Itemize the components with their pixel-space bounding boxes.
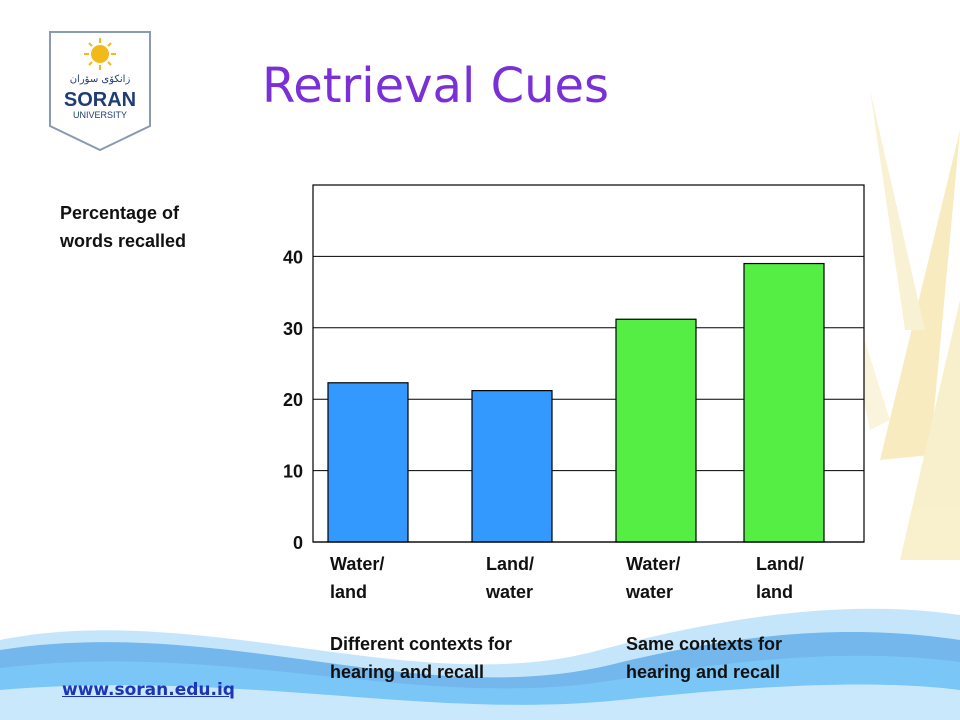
slide-title: Retrieval Cues <box>262 58 610 114</box>
y-tick-label: 30 <box>283 319 303 339</box>
y-tick-label: 10 <box>283 462 303 482</box>
bar <box>743 262 825 543</box>
category-label-line2: water <box>626 582 674 602</box>
wave-band <box>0 608 960 720</box>
logo-arabic-text: زانكۆی سۆران <box>70 74 131 85</box>
category-label: Land/land <box>756 550 866 606</box>
category-label: Water/land <box>330 550 440 606</box>
category-label-line2: land <box>330 582 368 602</box>
y-tick-label: 0 <box>293 533 303 553</box>
logo-sub: UNIVERSITY <box>73 110 127 120</box>
y-tick-label: 20 <box>283 390 303 410</box>
group-label-line2: hearing and recall <box>330 662 485 682</box>
group-label: Same contexts for hearing and recall <box>626 630 886 686</box>
y-tick-label: 40 <box>283 247 303 267</box>
sun-emblem <box>84 38 116 70</box>
group-label-line1: Same contexts for <box>626 634 783 654</box>
category-label: Land/water <box>486 550 596 606</box>
group-label-line2: hearing and recall <box>626 662 781 682</box>
y-axis-label-line1: Percentage of <box>60 203 180 223</box>
category-label-line2: land <box>756 582 794 602</box>
category-label-line1: Water/ <box>626 554 681 574</box>
category-label-line1: Water/ <box>330 554 385 574</box>
group-label: Different contexts for hearing and recall <box>330 630 590 686</box>
logo-name: SORAN <box>64 89 136 111</box>
y-axis-label-line2: words recalled <box>60 231 187 251</box>
category-label-line2: water <box>486 582 534 602</box>
category-label-line1: Land/ <box>756 554 804 574</box>
bar <box>615 318 697 543</box>
category-label-line1: Land/ <box>486 554 534 574</box>
y-axis-label: Percentage of words recalled <box>60 199 260 255</box>
category-label: Water/water <box>626 550 736 606</box>
university-logo: زانكۆی سۆران SORAN UNIVERSITY <box>49 31 151 152</box>
bar <box>471 390 553 543</box>
website-link[interactable]: www.soran.edu.iq <box>62 680 235 700</box>
group-label-line1: Different contexts for <box>330 634 513 654</box>
bar <box>327 382 409 543</box>
